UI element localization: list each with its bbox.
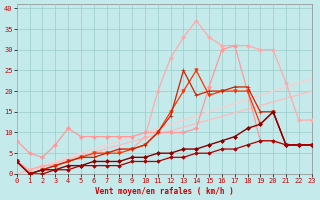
X-axis label: Vent moyen/en rafales ( km/h ): Vent moyen/en rafales ( km/h ) [95, 187, 234, 196]
